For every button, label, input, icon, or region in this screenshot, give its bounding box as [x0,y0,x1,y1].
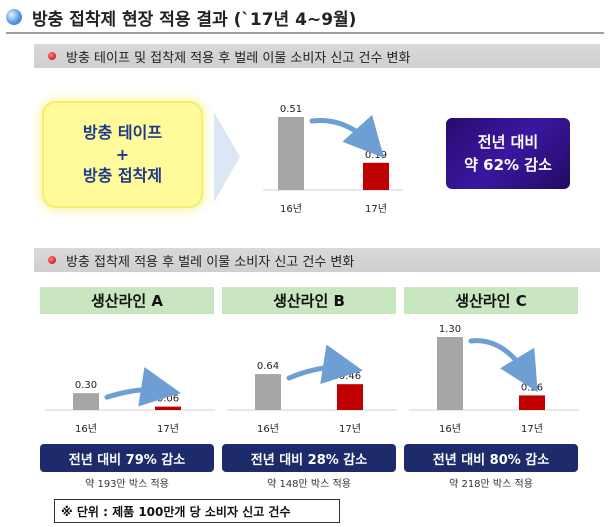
bar-16년 [278,117,304,190]
line-c-result: 전년 대비 80% 감소 [404,444,578,472]
bar-17년 [155,406,181,410]
overall-result-line2: 약 62% 감소 [464,155,552,174]
bar-17년 [337,384,363,410]
chevron-right-icon [214,112,240,202]
data-label: 1.30 [439,324,461,335]
line-a-note: 약 193만 박스 적용 [85,479,169,490]
page-title: 방충 접착제 현장 적용 결과 (`17년 4~9월) [32,9,357,30]
tick-label: 17년 [365,203,387,215]
line-c-tab: 생산라인 C [404,287,578,314]
red-bullet-icon [48,52,56,60]
bar-17년 [519,395,545,410]
trend-arrow [104,367,181,407]
line-a-tab: 생산라인 A [40,287,214,314]
data-label: 0.64 [257,361,279,372]
line-a-result: 전년 대비 79% 감소 [40,444,214,472]
unit-note: ※ 단위 : 제품 100만개 당 소비자 신고 건수 [54,499,340,523]
line-a-chart: 0.30 16년 0.06 17년 [45,367,215,435]
line-c-note: 약 218만 박스 적용 [449,479,533,490]
tick-label: 16년 [257,423,279,435]
data-label: 0.46 [339,371,361,382]
section2-header: 방충 접착제 적용 후 벌레 이물 소비자 신고 건수 변화 [34,248,600,272]
bar-16년 [73,393,99,410]
red-bullet-icon [48,256,56,264]
line-b-note: 약 148만 박스 적용 [267,479,351,490]
data-label: 0.26 [521,382,543,393]
line-b-result: 전년 대비 28% 감소 [222,444,396,472]
tick-label: 16년 [439,423,461,435]
applied-measures-box: 방충 테이프 + 방충 접착제 [44,103,201,206]
section1-label: 방충 테이프 및 접착제 적용 후 벌레 이물 소비자 신고 건수 변화 [66,50,411,66]
overall-result-box: 전년 대비 약 62% 감소 [446,118,570,189]
overall-chart: 0.51 16년 0.19 17년 [263,104,403,215]
bar-16년 [437,337,463,410]
tick-label: 17년 [339,423,361,435]
data-label: 0.19 [365,150,387,161]
tick-label: 17년 [521,423,543,435]
bar-16년 [255,374,281,410]
tick-label: 17년 [157,423,179,435]
bar-17년 [363,162,389,190]
bullet-sphere-icon [6,9,22,25]
tick-label: 16년 [280,203,302,215]
overall-result-line1: 전년 대비 [477,133,539,151]
line-c-chart: 1.30 16년 0.26 17년 [409,324,579,435]
trend-arrow [286,344,363,385]
title-divider [6,32,604,34]
data-label: 0.06 [157,394,179,405]
page-header: 방충 접착제 현장 적용 결과 (`17년 4~9월) [6,4,356,30]
line-b-tab: 생산라인 B [222,287,396,314]
applied-line1: 방충 테이프 [82,123,163,143]
section1-header: 방충 테이프 및 접착제 적용 후 벌레 이물 소비자 신고 건수 변화 [34,44,600,68]
trend-arrow [309,114,385,158]
line-b-chart: 0.64 16년 0.46 17년 [227,344,397,435]
section2-label: 방충 접착제 적용 후 벌레 이물 소비자 신고 건수 변화 [66,254,355,270]
tick-label: 16년 [75,423,97,435]
trend-arrow [468,338,538,393]
applied-line2: + [115,144,130,164]
data-label: 0.30 [75,380,97,391]
data-label: 0.51 [280,104,302,115]
applied-line3: 방충 접착제 [82,166,163,186]
